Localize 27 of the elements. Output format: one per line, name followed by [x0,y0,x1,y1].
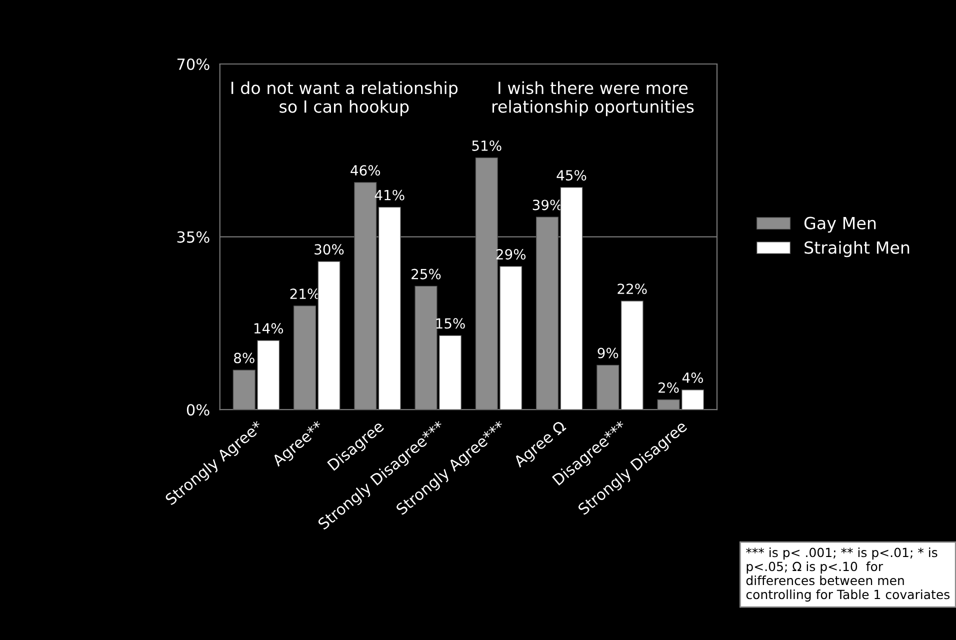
data-label: 39% [532,200,562,210]
data-label: 30% [314,244,344,255]
data-label: 8% [234,352,254,364]
data-label: 45% [556,170,586,181]
data-label: 51% [472,140,502,151]
data-label: 14% [254,323,284,334]
text: *** is p< .001; ** is p<.01; * is p<.05; Ω is p<.10 for differences between men controlling for Table 1 covariates [746,548,950,602]
data-label: 4% [682,372,703,383]
annotation: I wish there were more relationship oportunities [492,81,694,116]
legend-label: Gay Men [804,216,876,233]
y-tick-label: 0% [186,404,210,416]
data-label: 21% [290,288,320,300]
y-tick-label: 35% [177,231,210,243]
y-tick-label: 70% [177,58,210,70]
bar [596,364,620,410]
legend-label: Straight Men [804,240,910,258]
bar [378,206,401,410]
data-label: 41% [374,190,404,200]
data-label: 22% [618,284,647,294]
data-label: 29% [496,249,526,260]
data-label: 2% [658,382,679,393]
data-label: 9% [598,348,618,358]
data-label: 15% [436,318,465,329]
data-label: 46% [350,165,380,176]
annotation: I do not want a relationship so I can hookup [232,81,458,116]
data-label: 25% [412,268,441,280]
bar [620,300,644,410]
